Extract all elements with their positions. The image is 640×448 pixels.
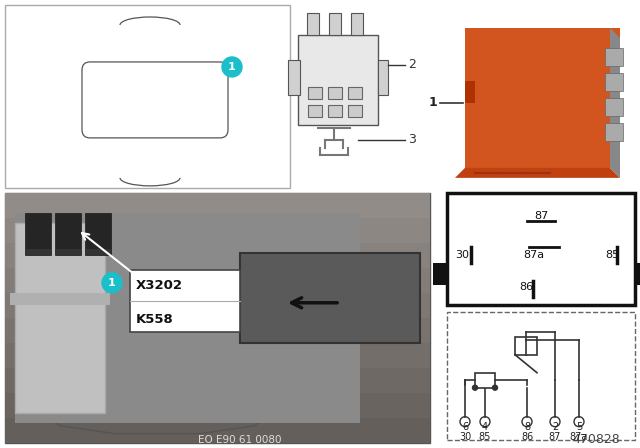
Bar (447, 312, 635, 439)
Bar (55, 213, 81, 255)
Bar (55, 249, 81, 255)
Bar (378, 60, 388, 95)
Circle shape (574, 417, 584, 426)
Bar (85, 213, 111, 255)
Bar (348, 87, 362, 99)
Circle shape (472, 385, 477, 390)
Text: 87a: 87a (570, 432, 588, 442)
Bar (15, 213, 360, 422)
Bar (240, 253, 420, 343)
Bar (308, 105, 322, 117)
Circle shape (493, 385, 497, 390)
Text: 6: 6 (462, 422, 468, 432)
Text: 3: 3 (408, 134, 416, 146)
Text: 30: 30 (459, 432, 471, 442)
Circle shape (222, 57, 242, 77)
Text: 1: 1 (108, 278, 116, 288)
Bar (329, 13, 341, 35)
Bar (5, 293, 430, 318)
Circle shape (460, 417, 470, 426)
Text: 85: 85 (479, 432, 491, 442)
Bar (515, 337, 537, 355)
Bar (605, 73, 623, 91)
Bar (605, 98, 623, 116)
Bar (298, 35, 378, 125)
Text: 86: 86 (519, 282, 533, 292)
Text: 2: 2 (552, 422, 558, 432)
Bar (25, 213, 51, 255)
Text: EO E90 61 0080: EO E90 61 0080 (198, 435, 282, 445)
Circle shape (550, 417, 560, 426)
Bar (5, 193, 430, 218)
Bar (130, 270, 240, 332)
Bar (288, 60, 300, 95)
Bar (5, 343, 430, 368)
Bar (307, 13, 319, 35)
Bar (447, 193, 635, 305)
Bar (433, 263, 447, 285)
Text: X3202: X3202 (136, 279, 183, 292)
Text: 86: 86 (521, 432, 533, 442)
Bar (5, 368, 430, 393)
Bar (348, 105, 362, 117)
Text: 470828: 470828 (572, 433, 620, 446)
Text: 85: 85 (605, 250, 619, 260)
Circle shape (522, 417, 532, 426)
Bar (15, 223, 105, 413)
Bar (635, 263, 640, 285)
Circle shape (480, 417, 490, 426)
Bar (328, 87, 342, 99)
Bar (25, 249, 51, 255)
Text: 87a: 87a (523, 250, 544, 260)
Bar (328, 105, 342, 117)
Bar (5, 318, 430, 343)
Bar (85, 249, 111, 255)
Bar (351, 13, 363, 35)
Text: K558: K558 (136, 313, 173, 326)
Bar (465, 28, 620, 168)
Bar (465, 81, 475, 103)
Bar (5, 193, 430, 443)
Text: 8: 8 (524, 422, 530, 432)
Bar (605, 48, 623, 66)
Bar (5, 268, 430, 293)
Text: 1: 1 (228, 62, 236, 72)
Text: 2: 2 (408, 58, 416, 71)
Circle shape (102, 273, 122, 293)
Bar (5, 243, 430, 268)
Bar (475, 373, 495, 388)
Bar (308, 87, 322, 99)
Text: 87: 87 (549, 432, 561, 442)
Text: 5: 5 (576, 422, 582, 432)
Polygon shape (455, 168, 620, 178)
Bar (5, 393, 430, 418)
Text: 87: 87 (534, 211, 548, 221)
Text: 30: 30 (455, 250, 469, 260)
Bar (605, 123, 623, 141)
Bar (5, 5, 290, 188)
Polygon shape (610, 28, 620, 178)
Bar (10, 293, 110, 305)
Bar (5, 218, 430, 243)
Text: 1: 1 (428, 96, 437, 109)
Text: 4: 4 (482, 422, 488, 432)
Bar (5, 418, 430, 443)
